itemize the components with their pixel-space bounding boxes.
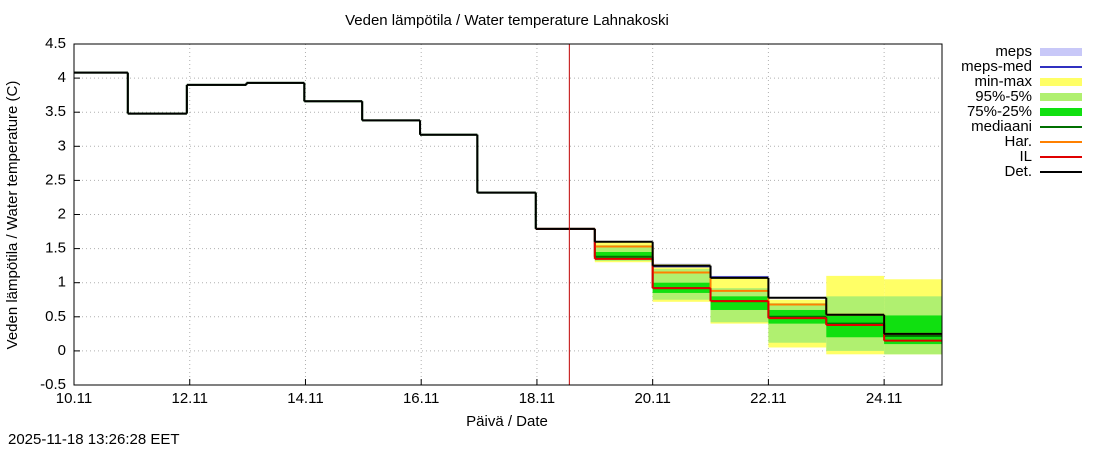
y-tick-label: 4 — [58, 69, 66, 86]
band-segment — [826, 315, 885, 338]
y-tick-label: 0 — [58, 342, 66, 359]
x-axis-label: Päivä / Date — [466, 413, 548, 430]
y-tick-label: 1.5 — [45, 240, 66, 257]
y-tick-label: 2 — [58, 205, 66, 222]
x-tick-label: 14.11 — [287, 390, 323, 407]
x-tick-label: 12.11 — [172, 390, 208, 407]
x-tick-label: 24.11 — [866, 390, 902, 407]
legend-label: min-max — [974, 73, 1032, 90]
x-tick-label: 10.11 — [56, 390, 92, 407]
y-tick-label: -0.5 — [40, 376, 66, 393]
legend-swatch — [1040, 48, 1082, 56]
plot-frame — [73, 43, 943, 386]
x-tick-label: 16.11 — [403, 390, 439, 407]
legend-swatch — [1040, 78, 1082, 86]
legend-label: meps-med — [961, 58, 1032, 75]
y-tick-label: 1 — [58, 274, 66, 291]
band-segment — [884, 315, 942, 345]
legend-label: IL — [1019, 148, 1032, 165]
legend-swatch — [1040, 93, 1082, 101]
x-tick-label: 20.11 — [634, 390, 670, 407]
band-segment — [710, 296, 769, 310]
legend-label: Det. — [1004, 163, 1032, 180]
chart-title: Veden lämpötila / Water temperature Lahn… — [345, 12, 669, 29]
y-axis-label: Veden lämpötila / Water temperature (C) — [4, 81, 21, 350]
legend-swatch — [1040, 108, 1082, 116]
legend-label: 95%-5% — [975, 88, 1032, 105]
legend-label: mediaani — [971, 118, 1032, 135]
x-tick-label: 22.11 — [750, 390, 786, 407]
y-tick-label: 0.5 — [45, 308, 66, 325]
y-tick-label: 4.5 — [45, 35, 66, 52]
legend-label: Har. — [1004, 133, 1032, 150]
legend-label: 75%-25% — [967, 103, 1032, 120]
y-tick-label: 3 — [58, 137, 66, 154]
y-tick-label: 2.5 — [45, 171, 66, 188]
timestamp: 2025-11-18 13:26:28 EET — [8, 431, 180, 448]
x-tick-label: 18.11 — [519, 390, 555, 407]
legend-label: meps — [995, 43, 1032, 60]
band-segment — [594, 252, 653, 259]
y-tick-label: 3.5 — [45, 103, 66, 120]
